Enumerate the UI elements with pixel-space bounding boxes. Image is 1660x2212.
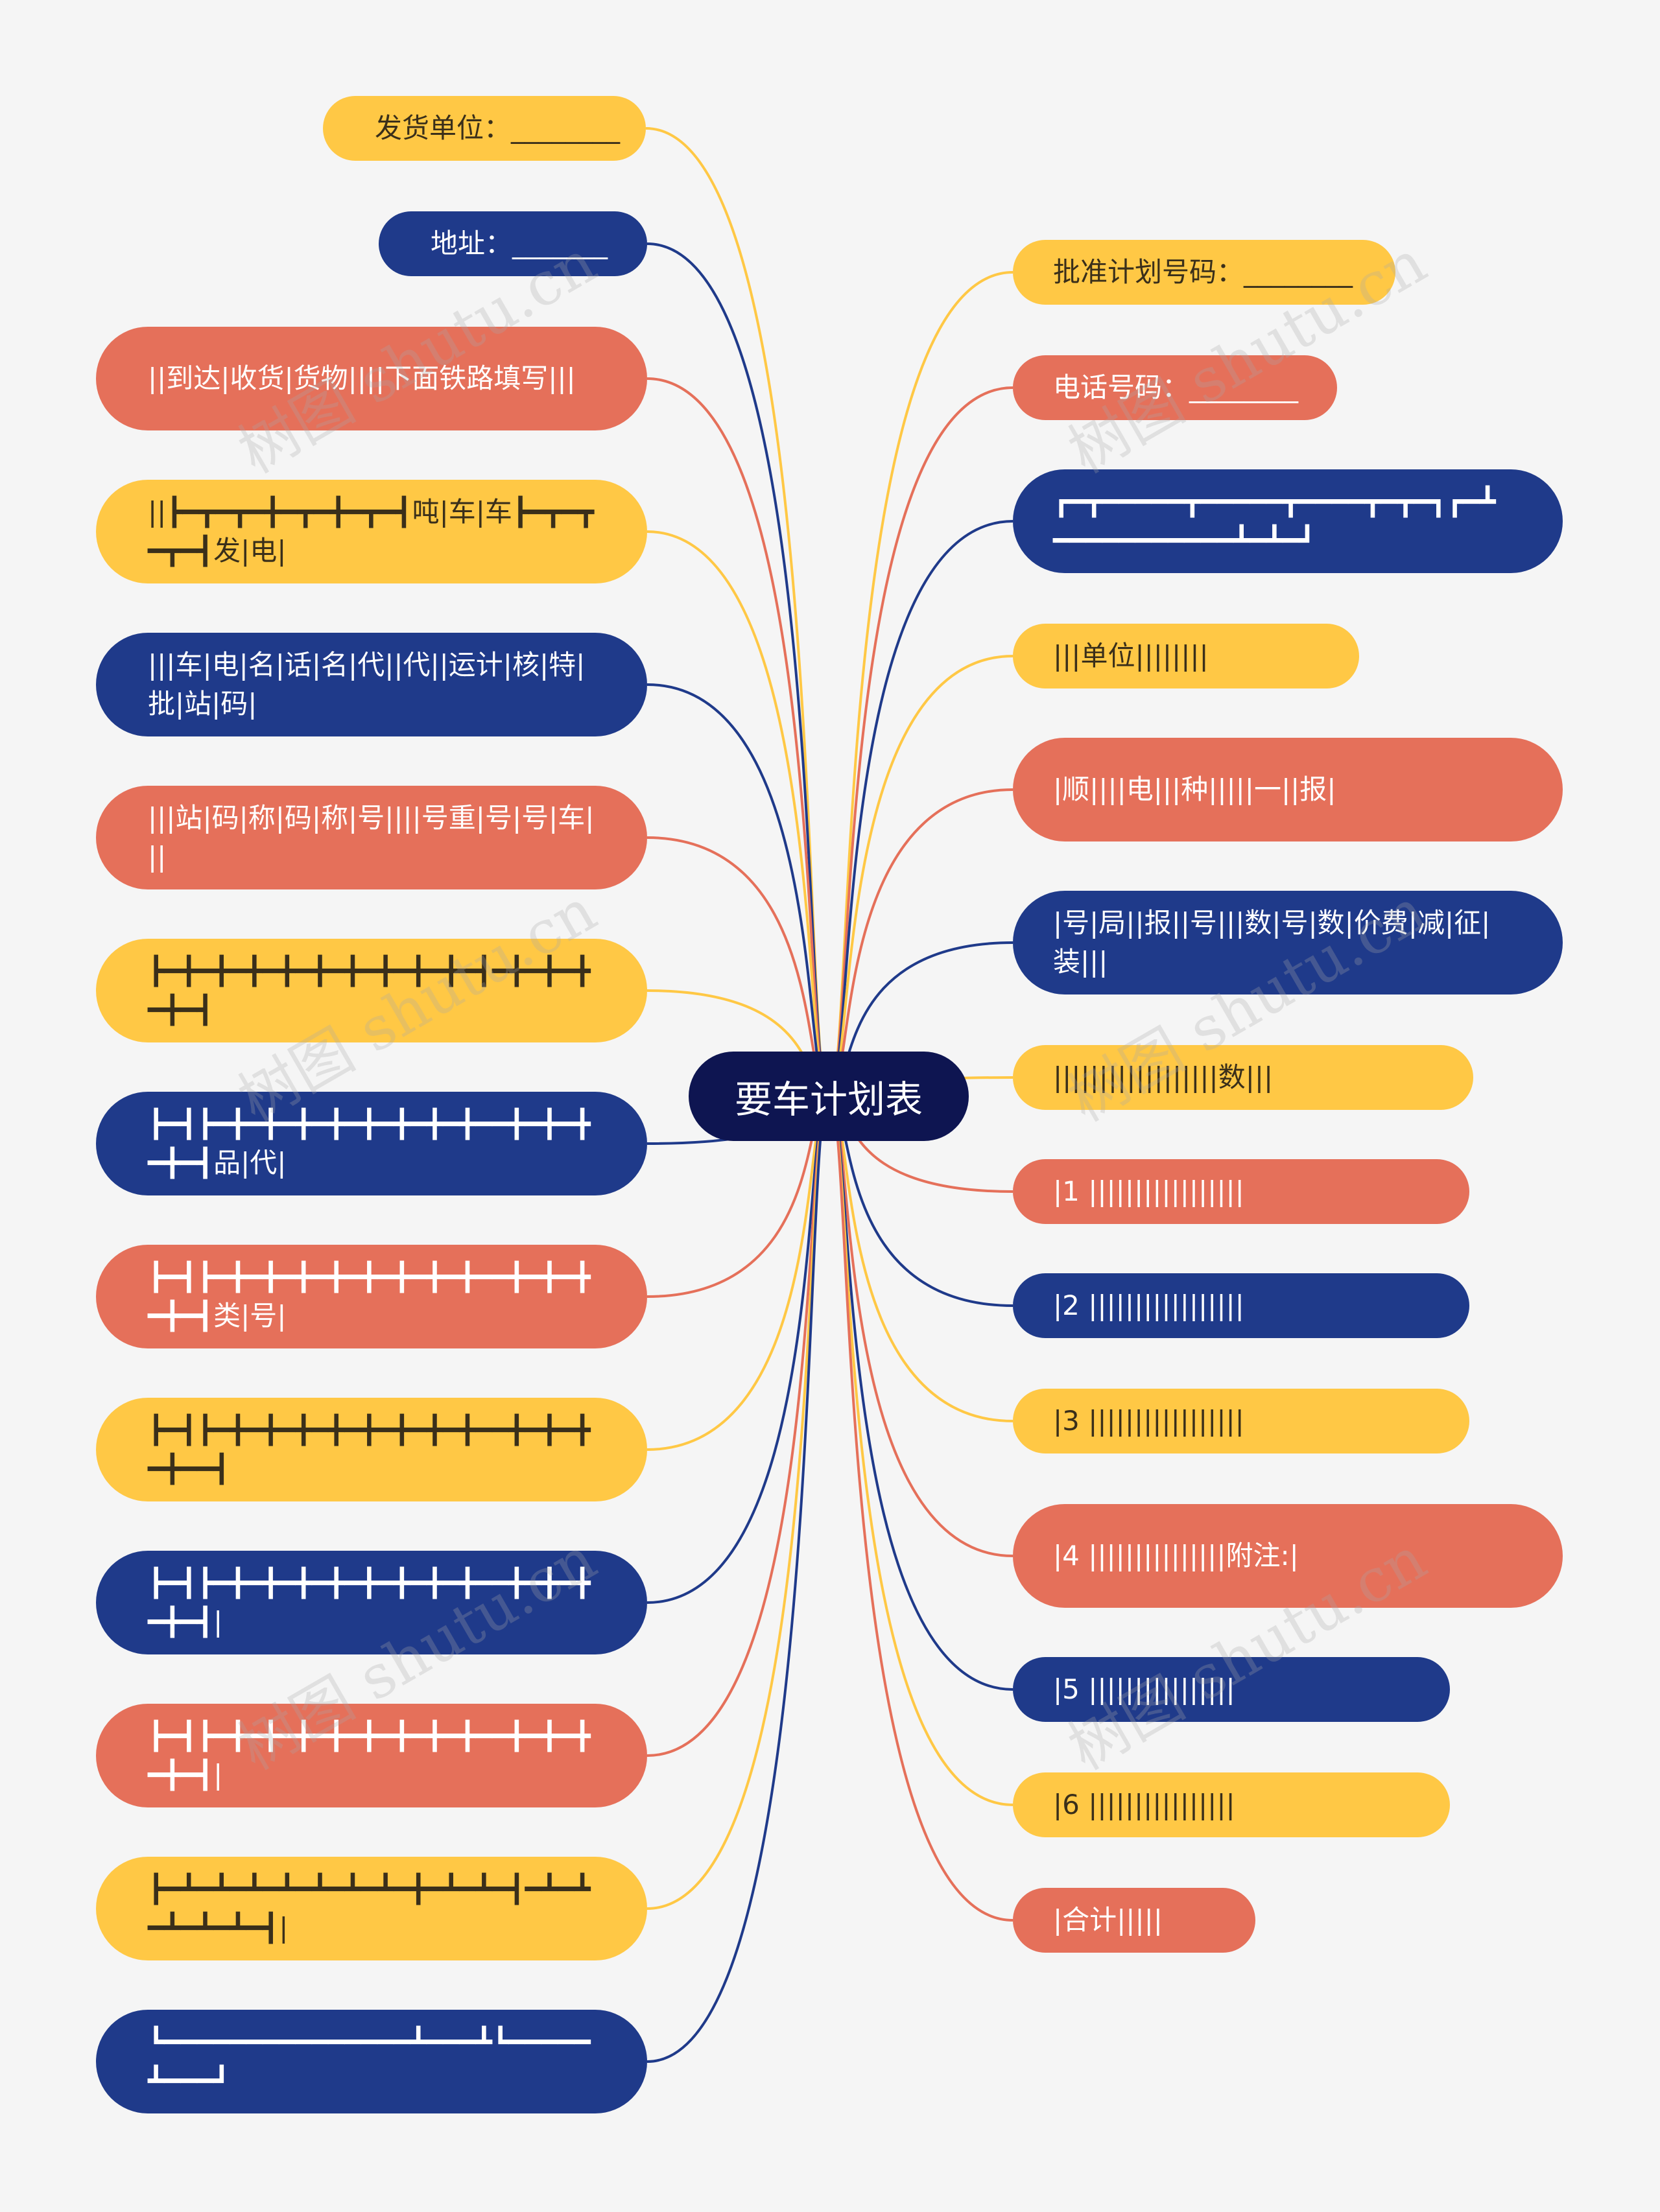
left-node-4[interactable]: ||┣━┳━┳━╋━┳━╋━┳━┫吨|车|车┣━┳━┳━┳━┫发|电|	[96, 480, 647, 583]
left-node-11[interactable]: ┣━┫┣━╋━╋━╋━╋━╋━╋━╋━╋━━╋━╋━╋━╋━┫|	[96, 1551, 647, 1654]
right-node-3[interactable]: ┏━┳━━━━━┳━━━━━┳━━━━┳━┳━┓┏━┻━━━━━━━━━━━┻━…	[1013, 469, 1563, 573]
connector-left-14	[646, 1095, 830, 2063]
right-node-13[interactable]: |6 ||||||||||||||||	[1013, 1772, 1450, 1837]
left-node-10[interactable]: ┣━┫┣━╋━╋━╋━╋━╋━╋━╋━╋━━╋━╋━╋━╋━━┫	[96, 1398, 647, 1501]
connector-left-2	[646, 242, 830, 1098]
left-node-14[interactable]: ┗━━━━━━━━━━━━━━━┻━━━┻┗━━━━━┻━━━┛	[96, 2010, 647, 2113]
right-node-11[interactable]: |4 |||||||||||||||附注:|	[1013, 1504, 1563, 1608]
connector-left-11	[646, 1095, 829, 1604]
left-node-2[interactable]: 地址：_______	[379, 211, 647, 276]
right-node-12[interactable]: |5 ||||||||||||||||	[1013, 1657, 1450, 1722]
connector-left-4	[646, 530, 829, 1098]
left-node-3[interactable]: ||到达|收货|货物||||下面铁路填写|||	[96, 327, 647, 430]
left-node-5[interactable]: |||车|电|名|话|名|代||代||运计|核|特|批|站|码|	[96, 633, 647, 736]
connector-right-11	[828, 1095, 1014, 1557]
root-topic[interactable]: 要车计划表	[689, 1052, 969, 1141]
right-node-5[interactable]: |顺||||电|||种|||||一||报|	[1013, 738, 1563, 841]
left-node-9[interactable]: ┣━┫┣━╋━╋━╋━╋━╋━╋━╋━╋━━╋━╋━╋━╋━┫类|号|	[96, 1245, 647, 1348]
connector-left-1	[645, 127, 830, 1098]
left-node-7[interactable]: ┣━╋━╋━╋━╋━╋━╋━╋━╋━╋━┫━╋━╋━╋━╋━┫	[96, 939, 647, 1042]
right-node-7[interactable]: ||||||||||||||||||数|||	[1013, 1045, 1473, 1110]
left-node-6[interactable]: |||站|码|称|码|称|号||||号重|号|号|车|||	[96, 786, 647, 889]
right-node-10[interactable]: |3 |||||||||||||||||	[1013, 1389, 1469, 1453]
right-node-2[interactable]: 电话号码：________	[1013, 355, 1337, 420]
connector-right-14	[827, 1095, 1014, 1922]
left-node-8[interactable]: ┣━┫┣━╋━╋━╋━╋━╋━╋━╋━╋━━╋━╋━╋━╋━┫品|代|	[96, 1092, 647, 1195]
right-node-14[interactable]: |合计|||||	[1013, 1888, 1255, 1953]
right-node-4[interactable]: |||单位||||||||	[1013, 624, 1359, 688]
right-node-6[interactable]: |号|局||报||号|||数|号|数|价费|减|征|装|||	[1013, 891, 1563, 994]
right-node-9[interactable]: |2 |||||||||||||||||	[1013, 1273, 1469, 1338]
left-node-12[interactable]: ┣━┫┣━╋━╋━╋━╋━╋━╋━╋━╋━━╋━╋━╋━╋━┫|	[96, 1704, 647, 1807]
right-node-8[interactable]: |1 |||||||||||||||||	[1013, 1159, 1469, 1224]
right-node-1[interactable]: 批准计划号码：________	[1013, 240, 1395, 305]
left-node-13[interactable]: ┣━┻━┻━┻━┻━┻━┻━┻━╋━┻━┻━┫━┻━┻━┻━┻━┻━┫|	[96, 1857, 647, 1960]
connector-right-10	[828, 1095, 1014, 1422]
left-node-1[interactable]: 发货单位：________	[323, 96, 646, 161]
